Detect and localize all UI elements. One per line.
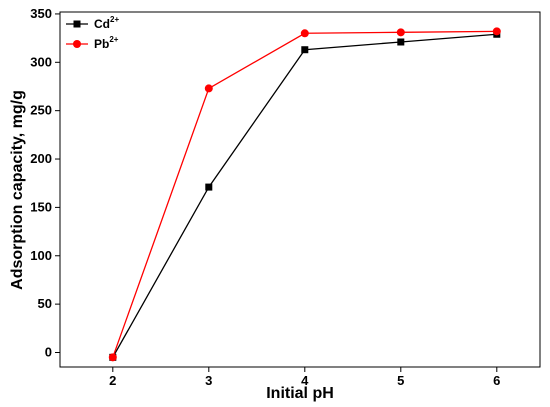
x-tick-label: 6 bbox=[493, 373, 500, 388]
x-axis: 2 3 4 5 6 bbox=[109, 367, 500, 388]
legend-superscript: 2+ bbox=[110, 15, 119, 24]
plot-frame bbox=[59, 11, 541, 368]
legend-marker bbox=[73, 40, 81, 48]
y-tick-label: 150 bbox=[30, 199, 52, 214]
data-point-pb bbox=[492, 27, 501, 36]
data-point-cd bbox=[205, 183, 213, 191]
legend-item-pb: Pb2+ bbox=[66, 35, 119, 51]
series-pb bbox=[108, 27, 501, 362]
data-point-pb bbox=[396, 28, 405, 37]
y-tick-label: 350 bbox=[30, 6, 52, 21]
legend-label: Cd2+ bbox=[94, 15, 119, 31]
y-tick-label: 0 bbox=[45, 344, 52, 359]
legend-marker bbox=[73, 20, 81, 28]
y-tick-label: 100 bbox=[30, 248, 52, 263]
data-point-pb bbox=[108, 353, 117, 362]
y-tick-label: 300 bbox=[30, 54, 52, 69]
series-layer bbox=[108, 27, 501, 362]
data-point-cd bbox=[397, 38, 405, 46]
data-point-cd bbox=[301, 46, 309, 54]
legend: Cd2+ Pb2+ bbox=[66, 15, 119, 51]
legend-superscript: 2+ bbox=[109, 35, 118, 44]
y-tick-label: 250 bbox=[30, 103, 52, 118]
legend-label: Pb2+ bbox=[94, 35, 119, 51]
data-point-pb bbox=[204, 84, 213, 93]
x-tick-label: 3 bbox=[205, 373, 212, 388]
series-line-pb bbox=[112, 30, 497, 358]
legend-item-cd: Cd2+ bbox=[66, 15, 119, 31]
y-axis-title: Adsorption capacity, mg/g bbox=[9, 90, 26, 290]
series-cd bbox=[109, 30, 501, 361]
y-tick-label: 200 bbox=[30, 151, 52, 166]
x-tick-label: 2 bbox=[109, 373, 116, 388]
data-point-pb bbox=[300, 29, 309, 38]
x-tick-label: 4 bbox=[301, 373, 309, 388]
y-axis: 0 50 100 150 200 250 300 350 bbox=[30, 6, 60, 359]
x-axis-title: Initial pH bbox=[266, 385, 334, 402]
x-tick-label: 5 bbox=[397, 373, 404, 388]
y-tick-label: 50 bbox=[38, 296, 52, 311]
